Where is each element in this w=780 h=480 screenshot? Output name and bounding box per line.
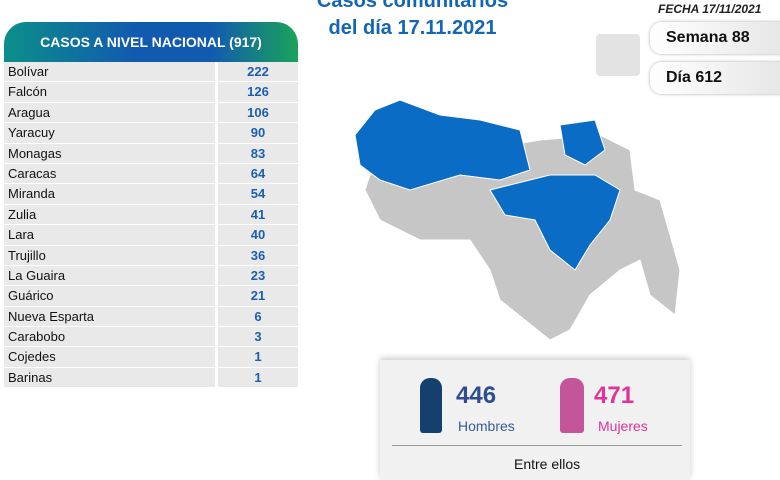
state-name: Cojedes (4, 347, 215, 367)
gender-card: 446 Hombres 471 Mujeres Entre ellos (380, 360, 690, 480)
case-count: 222 (218, 62, 298, 82)
state-name: Carabobo (4, 327, 215, 347)
case-count: 6 (218, 306, 298, 327)
case-count: 1 (218, 367, 298, 388)
case-count: 41 (218, 204, 298, 225)
day-badge: Día 612 (650, 62, 780, 94)
calendar-icon (596, 34, 640, 76)
state-name: Caracas (4, 163, 215, 184)
women-count: 471 (594, 382, 635, 409)
state-name: Zulia (4, 204, 215, 225)
table-row: Carabobo 3 (4, 327, 298, 348)
state-name: Barinas (4, 367, 215, 388)
state-name: Monagas (4, 143, 215, 163)
state-name: La Guaira (4, 265, 215, 286)
table-row: Guárico 21 (4, 286, 298, 307)
state-name: Falcón (4, 82, 215, 102)
map-region-bolivar (489, 174, 621, 271)
case-count: 36 (218, 245, 298, 265)
date-label: FECHA 17/11/2021 (658, 2, 762, 16)
venezuela-map (354, 99, 681, 341)
table-row: Miranda 54 (4, 184, 298, 205)
case-count: 23 (218, 265, 298, 286)
cases-table: Bolívar 222 Falcón 126 Aragua 106 Yaracuy 90 Mon… (4, 62, 298, 389)
state-name: Miranda (4, 184, 215, 204)
women-label: Mujeres (598, 418, 648, 434)
table-row: Zulia 41 (4, 204, 298, 226)
table-row: La Guaira 23 (4, 265, 298, 287)
case-count: 54 (218, 184, 298, 204)
map-region-monagas (559, 119, 606, 166)
case-count: 90 (218, 123, 298, 143)
case-count: 106 (218, 102, 298, 123)
state-name: Trujillo (4, 245, 215, 265)
page-title: Casos comunitarios del día 17.11.2021 (300, 0, 525, 42)
table-row: Yaracuy 90 (4, 123, 298, 144)
state-name: Yaracuy (4, 123, 215, 143)
table-row: Cojedes 1 (4, 347, 298, 368)
footer-label: Entre ellos (514, 456, 581, 472)
table-row: Monagas 83 (4, 143, 298, 164)
table-row: Nueva Esparta 6 (4, 306, 298, 328)
case-count: 3 (218, 327, 298, 347)
table-row: Bolívar 222 (4, 62, 298, 83)
table-row: Lara 40 (4, 225, 298, 246)
men-label: Hombres (458, 418, 515, 434)
title-line-2: del día 17.11.2021 (328, 17, 497, 39)
case-count: 83 (218, 143, 298, 163)
table-row: Caracas 64 (4, 163, 298, 185)
man-icon (420, 378, 442, 433)
title-line-1: Casos comunitarios (316, 0, 509, 12)
divider (392, 445, 682, 446)
table-row: Falcón 126 (4, 82, 298, 103)
case-count: 40 (218, 225, 298, 245)
table-row: Trujillo 36 (4, 245, 298, 266)
state-name: Guárico (4, 286, 215, 306)
table-row: Aragua 106 (4, 102, 298, 124)
men-count: 446 (456, 382, 497, 409)
state-name: Nueva Esparta (4, 306, 215, 327)
state-name: Lara (4, 225, 215, 245)
map-region-western (354, 99, 531, 191)
case-count: 126 (218, 82, 298, 102)
week-badge: Semana 88 (650, 22, 780, 54)
case-count: 21 (218, 286, 298, 306)
case-count: 1 (218, 347, 298, 367)
table-row: Barinas 1 (4, 367, 298, 389)
state-name: Bolívar (4, 62, 215, 82)
table-header: CASOS A NIVEL NACIONAL (917) (4, 22, 298, 62)
state-name: Aragua (4, 102, 215, 123)
case-count: 64 (218, 163, 298, 184)
woman-icon (560, 378, 584, 433)
